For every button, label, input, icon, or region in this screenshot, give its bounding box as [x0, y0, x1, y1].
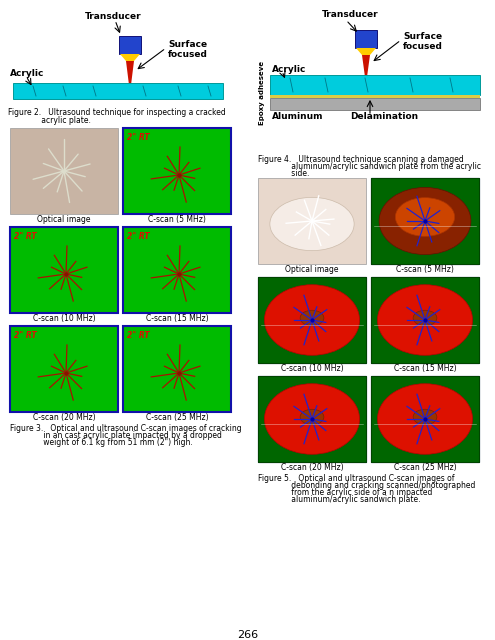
Text: Acrylic: Acrylic	[272, 65, 306, 74]
Bar	[13, 83, 223, 99]
Bar	[270, 75, 480, 95]
Ellipse shape	[300, 310, 324, 326]
Text: C-scan (5 MHz): C-scan (5 MHz)	[396, 265, 454, 274]
Text: Acrylic: Acrylic	[10, 69, 45, 78]
Text: debonding and cracking scanned/photographed: debonding and cracking scanned/photograp…	[258, 481, 475, 490]
Text: 266: 266	[237, 630, 258, 640]
Text: Figure 3.   Optical and ultrasound C-scan images of cracking: Figure 3. Optical and ultrasound C-scan …	[10, 424, 242, 433]
Ellipse shape	[379, 188, 471, 255]
Ellipse shape	[264, 384, 359, 454]
Text: Optical image: Optical image	[37, 215, 91, 224]
Bar	[10, 128, 118, 214]
Bar	[123, 326, 231, 412]
Text: Figure 4.   Ultrasound technique scanning a damaged: Figure 4. Ultrasound technique scanning …	[258, 155, 464, 164]
Polygon shape	[356, 48, 376, 55]
Text: 2" RT: 2" RT	[127, 232, 149, 241]
Bar	[355, 30, 377, 48]
Bar	[371, 376, 479, 462]
Text: 2" RT: 2" RT	[14, 331, 37, 340]
Bar	[371, 376, 479, 462]
Text: C-scan (15 MHz): C-scan (15 MHz)	[394, 364, 456, 373]
Text: side.: side.	[258, 169, 309, 178]
Bar	[258, 376, 366, 462]
Bar	[258, 376, 366, 462]
Ellipse shape	[300, 409, 324, 425]
Polygon shape	[362, 55, 370, 77]
Ellipse shape	[264, 285, 359, 355]
Ellipse shape	[413, 310, 437, 326]
Bar	[270, 98, 480, 110]
Bar	[10, 326, 118, 412]
Bar	[371, 178, 479, 264]
Text: C-scan (25 MHz): C-scan (25 MHz)	[146, 413, 208, 422]
Bar	[123, 227, 231, 313]
Ellipse shape	[413, 409, 437, 425]
Bar	[123, 128, 231, 214]
Bar	[270, 95, 480, 98]
Text: 2" RT: 2" RT	[127, 331, 149, 340]
Bar	[119, 36, 141, 54]
Ellipse shape	[396, 198, 455, 236]
Text: 2" RT: 2" RT	[127, 133, 149, 142]
Bar	[258, 277, 366, 363]
Text: Epoxy adheseve: Epoxy adheseve	[259, 60, 265, 125]
Bar	[371, 277, 479, 363]
Text: Transducer: Transducer	[322, 10, 378, 19]
Text: C-scan (25 MHz): C-scan (25 MHz)	[394, 463, 456, 472]
Text: 2" RT: 2" RT	[14, 232, 37, 241]
Text: Figure 2.   Ultrasound technique for inspecting a cracked: Figure 2. Ultrasound technique for inspe…	[8, 108, 226, 117]
Text: Surface
focused: Surface focused	[168, 40, 208, 60]
Text: Aluminum: Aluminum	[272, 112, 324, 121]
Text: acrylic plate.: acrylic plate.	[8, 116, 91, 125]
Text: C-scan (10 MHz): C-scan (10 MHz)	[33, 314, 96, 323]
Bar	[371, 277, 479, 363]
Polygon shape	[120, 54, 140, 61]
Ellipse shape	[378, 384, 473, 454]
Text: in an cast acrylic plate impacted by a dropped: in an cast acrylic plate impacted by a d…	[10, 431, 222, 440]
Text: C-scan (5 MHz): C-scan (5 MHz)	[148, 215, 206, 224]
Text: aluminum/acrylic sandwich plate.: aluminum/acrylic sandwich plate.	[258, 495, 420, 504]
Ellipse shape	[378, 285, 473, 355]
Text: Surface
focused: Surface focused	[403, 32, 443, 51]
Bar	[258, 277, 366, 363]
Text: weight of 6.1 kg from 51 mm (2") high.: weight of 6.1 kg from 51 mm (2") high.	[10, 438, 193, 447]
Bar	[258, 178, 366, 264]
Bar	[10, 227, 118, 313]
Text: C-scan (20 MHz): C-scan (20 MHz)	[33, 413, 96, 422]
Text: aluminum/acrylic sandwich plate from the acrylic: aluminum/acrylic sandwich plate from the…	[258, 162, 481, 171]
Text: C-scan (20 MHz): C-scan (20 MHz)	[281, 463, 344, 472]
Text: Optical image: Optical image	[285, 265, 339, 274]
Ellipse shape	[270, 197, 354, 251]
Text: Transducer: Transducer	[85, 12, 141, 21]
Text: C-scan (10 MHz): C-scan (10 MHz)	[281, 364, 344, 373]
Text: C-scan (15 MHz): C-scan (15 MHz)	[146, 314, 208, 323]
Polygon shape	[126, 61, 134, 85]
Text: Delamination: Delamination	[350, 112, 418, 121]
Text: Figure 5.   Optical and ultrasound C-scan images of: Figure 5. Optical and ultrasound C-scan …	[258, 474, 454, 483]
Text: from the acrylic side of a n impacted: from the acrylic side of a n impacted	[258, 488, 432, 497]
Bar	[371, 178, 479, 264]
